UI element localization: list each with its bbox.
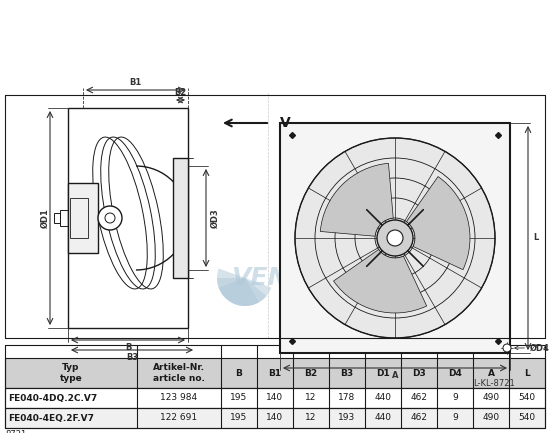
Text: 123 984: 123 984 <box>161 394 197 403</box>
Text: L-KL-8721: L-KL-8721 <box>473 378 515 388</box>
Text: V: V <box>280 116 291 130</box>
Text: 122 691: 122 691 <box>161 414 197 423</box>
Text: 8721: 8721 <box>5 430 26 433</box>
Text: Typ
type: Typ type <box>59 363 82 383</box>
Text: 193: 193 <box>338 414 356 423</box>
Text: B3: B3 <box>126 353 138 362</box>
Circle shape <box>295 138 495 338</box>
Text: 540: 540 <box>519 394 536 403</box>
Circle shape <box>98 206 122 230</box>
Text: 12: 12 <box>305 394 317 403</box>
Text: 140: 140 <box>266 414 284 423</box>
Text: 178: 178 <box>338 394 356 403</box>
Text: 195: 195 <box>230 414 248 423</box>
Text: D4: D4 <box>448 368 462 378</box>
Text: 490: 490 <box>482 394 499 403</box>
Bar <box>54 213 60 223</box>
Bar <box>70 198 88 238</box>
Text: VENTEL: VENTEL <box>232 266 339 290</box>
Text: 490: 490 <box>482 414 499 423</box>
Wedge shape <box>333 249 427 313</box>
Bar <box>60 210 68 226</box>
Text: 12: 12 <box>305 414 317 423</box>
Text: 9: 9 <box>452 414 458 423</box>
Text: ØD3: ØD3 <box>211 208 220 228</box>
Text: ØD1: ØD1 <box>41 208 50 228</box>
Wedge shape <box>320 163 393 236</box>
Circle shape <box>105 213 115 223</box>
Bar <box>280 123 510 353</box>
Text: L: L <box>524 368 530 378</box>
Wedge shape <box>219 278 271 306</box>
Bar <box>68 108 188 328</box>
Text: B1: B1 <box>129 78 142 87</box>
Text: L: L <box>533 233 538 242</box>
Text: ØD4: ØD4 <box>515 343 550 352</box>
Bar <box>5 358 545 388</box>
Wedge shape <box>217 268 259 306</box>
Wedge shape <box>406 177 470 270</box>
Text: D1: D1 <box>376 368 390 378</box>
Text: 462: 462 <box>410 394 427 403</box>
Circle shape <box>377 220 413 256</box>
Wedge shape <box>217 278 266 306</box>
Text: 195: 195 <box>230 394 248 403</box>
Bar <box>5 388 545 408</box>
Text: 540: 540 <box>519 414 536 423</box>
Text: B1: B1 <box>268 368 282 378</box>
Text: 440: 440 <box>375 394 392 403</box>
Bar <box>68 183 98 253</box>
Text: FE040-4EQ.2F.V7: FE040-4EQ.2F.V7 <box>8 414 94 423</box>
Text: A: A <box>487 368 494 378</box>
Text: FE040-4DQ.2C.V7: FE040-4DQ.2C.V7 <box>8 394 97 403</box>
Text: D3: D3 <box>412 368 426 378</box>
Circle shape <box>387 230 403 246</box>
Circle shape <box>503 344 511 352</box>
Text: 440: 440 <box>375 414 392 423</box>
Text: 462: 462 <box>410 414 427 423</box>
Bar <box>5 408 545 428</box>
Text: B: B <box>235 368 243 378</box>
Text: B2: B2 <box>305 368 317 378</box>
Text: Artikel-Nr.
article no.: Artikel-Nr. article no. <box>153 363 205 383</box>
Bar <box>173 158 188 278</box>
Text: A: A <box>392 371 398 380</box>
Text: 9: 9 <box>452 394 458 403</box>
Text: B2: B2 <box>174 88 186 97</box>
Text: 140: 140 <box>266 394 284 403</box>
Text: B3: B3 <box>340 368 354 378</box>
Text: B: B <box>125 343 131 352</box>
